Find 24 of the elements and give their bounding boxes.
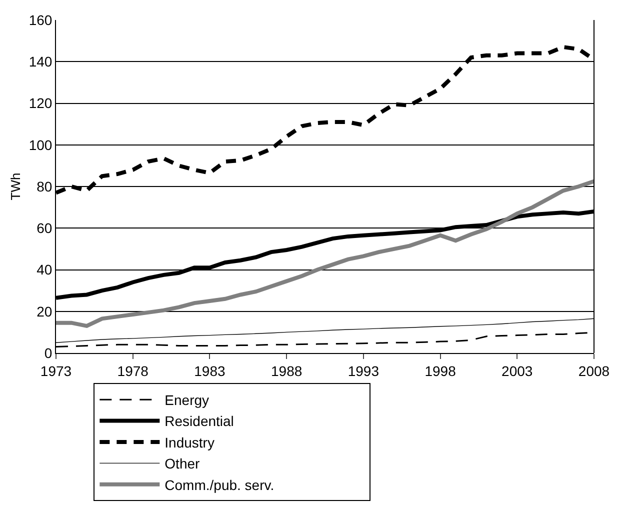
y-tick-label: 80 xyxy=(36,178,52,194)
y-axis-title: TWh xyxy=(8,172,23,200)
legend-label: Energy xyxy=(164,392,210,408)
y-tick-label: 140 xyxy=(28,54,52,70)
y-tick-label: 20 xyxy=(36,303,52,320)
x-tick-label: 1983 xyxy=(194,362,226,379)
y-tick-label: 60 xyxy=(36,220,52,236)
legend-label: Comm./pub. serv. xyxy=(164,476,274,493)
x-tick-label: 1978 xyxy=(117,362,149,379)
x-tick-label: 1993 xyxy=(348,362,380,379)
y-tick-label: 100 xyxy=(28,136,52,153)
x-tick-label: 2008 xyxy=(578,362,610,379)
y-tick-label: 0 xyxy=(44,344,52,361)
x-tick-label: 1988 xyxy=(270,362,302,379)
legend-label: Industry xyxy=(164,434,214,450)
x-tick-label: 1973 xyxy=(40,362,72,379)
y-tick-label: 120 xyxy=(28,95,52,112)
legend-label: Residential xyxy=(164,413,234,430)
x-tick-label: 1998 xyxy=(424,362,456,379)
x-tick-label: 2003 xyxy=(502,362,533,379)
y-tick-label: 160 xyxy=(28,12,52,28)
line-series xyxy=(56,179,594,328)
y-tick-label: 40 xyxy=(36,262,52,278)
legend-label: Other xyxy=(164,456,200,472)
